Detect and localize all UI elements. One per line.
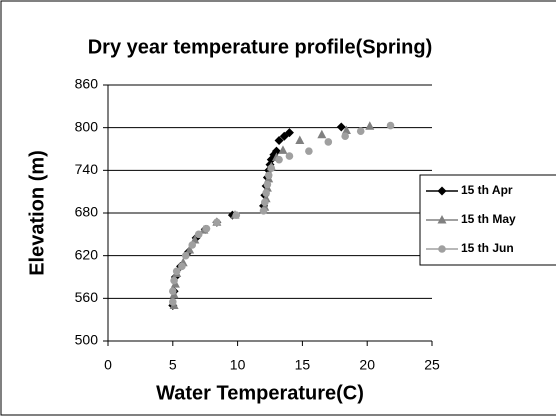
marker: [172, 267, 181, 276]
marker: [437, 186, 447, 196]
marker: [267, 164, 276, 172]
marker: [278, 145, 288, 154]
y-tick-label: 740: [75, 161, 99, 177]
y-tick-label: 800: [75, 118, 99, 134]
marker: [169, 287, 177, 296]
marker: [275, 155, 283, 164]
x-tick-label: 25: [424, 357, 440, 373]
x-tick-label: 0: [104, 357, 112, 373]
marker: [341, 132, 349, 140]
marker: [271, 146, 281, 156]
x-tick-label: 10: [230, 357, 246, 373]
marker: [259, 207, 268, 215]
marker: [324, 138, 333, 146]
marker: [341, 125, 351, 135]
marker: [263, 180, 272, 189]
marker: [437, 215, 447, 224]
marker: [295, 135, 305, 144]
x-tick-label: 5: [169, 357, 177, 373]
x-tick-label: 20: [359, 357, 375, 373]
marker: [178, 262, 186, 271]
marker: [285, 152, 294, 160]
legend-label: 15 th May: [461, 212, 516, 226]
y-tick-label: 680: [75, 204, 99, 220]
marker: [181, 251, 190, 260]
marker: [356, 127, 365, 136]
marker: [386, 121, 395, 130]
marker: [213, 218, 221, 227]
marker: [262, 189, 270, 197]
marker: [438, 245, 446, 253]
marker: [336, 122, 346, 132]
marker: [170, 276, 178, 285]
marker: [305, 147, 313, 155]
marker: [188, 241, 197, 249]
y-tick-label: 620: [75, 246, 99, 262]
marker: [169, 298, 177, 306]
y-tick-label: 500: [75, 332, 99, 348]
y-tick-label: 860: [75, 76, 99, 92]
marker: [194, 230, 203, 239]
legend-label: 15 th Apr: [461, 183, 513, 197]
y-tick-label: 560: [75, 289, 99, 305]
x-tick-label: 15: [295, 357, 311, 373]
x-axis-label: Water Temperature(C): [156, 382, 364, 404]
marker: [365, 121, 375, 130]
marker: [284, 128, 294, 138]
marker: [261, 198, 269, 207]
marker: [202, 224, 211, 233]
marker: [274, 135, 284, 145]
marker: [317, 129, 327, 139]
marker: [232, 211, 241, 219]
marker: [185, 244, 195, 254]
legend-label: 15 th Jun: [461, 241, 514, 255]
y-axis-label: Elevation (m): [26, 150, 48, 276]
chart-title: Dry year temperature profile(Spring): [88, 36, 433, 58]
marker: [264, 171, 273, 180]
